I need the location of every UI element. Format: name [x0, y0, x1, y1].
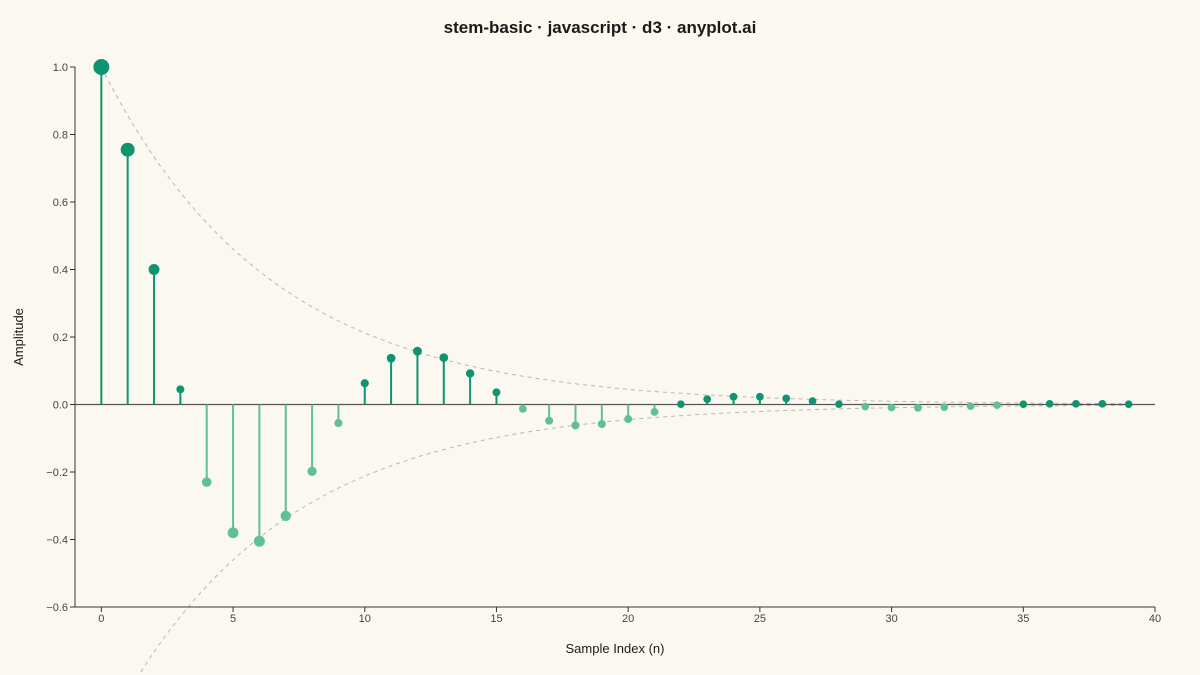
stem-marker — [201, 477, 212, 487]
stem-marker — [729, 392, 738, 401]
stem-marker — [703, 395, 712, 403]
y-tick-label: 0.6 — [53, 197, 68, 209]
upper-envelope — [100, 66, 1129, 405]
stem-marker — [307, 466, 317, 476]
stem-marker — [914, 404, 922, 412]
stem-marker — [1124, 400, 1133, 408]
stem-marker — [148, 264, 160, 275]
stem-marker — [1072, 400, 1080, 408]
stem-marker — [280, 510, 291, 522]
stem-marker — [120, 142, 135, 157]
stem-marker — [492, 388, 501, 397]
stem-marker — [545, 416, 554, 425]
envelope-layer — [100, 66, 1129, 673]
stem-marker — [227, 527, 239, 539]
y-tick-label: 0.8 — [53, 130, 68, 142]
stem-marker — [597, 420, 606, 429]
stem-marker — [677, 400, 685, 408]
chart-title: stem-basic · javascript · d3 · anyplot.a… — [444, 18, 757, 37]
axes-layer: 1.0 0.8 0.6 0.4 0.2 0.0 −0.2 −0.4 −0.6 0 5 10 15 20 25… — [46, 62, 1161, 625]
x-axis-label: Sample Index (n) — [566, 641, 665, 656]
stem-marker — [624, 415, 633, 423]
stem-marker — [808, 397, 817, 405]
stem-marker — [1019, 400, 1028, 408]
stem-marker — [571, 421, 580, 430]
y-tick-label: 0.0 — [53, 400, 68, 412]
y-tick-label: −0.6 — [46, 602, 68, 614]
x-tick-label: 20 — [622, 613, 634, 625]
stem-marker — [176, 385, 185, 394]
stem-marker — [1045, 400, 1054, 408]
stem-marker — [439, 353, 449, 362]
lower-envelope — [140, 404, 1129, 673]
x-tick-label: 10 — [359, 613, 371, 625]
x-tick-label: 15 — [490, 613, 502, 625]
x-tick-label: 30 — [885, 613, 897, 625]
stem-marker — [518, 405, 527, 413]
stem-marker — [966, 402, 975, 411]
stem-marker — [940, 403, 949, 412]
stem-marker — [782, 394, 791, 403]
y-tick-label: 0.2 — [53, 332, 68, 344]
stem-marker — [253, 535, 265, 547]
y-tick-label: −0.4 — [46, 535, 68, 547]
x-tick-label: 0 — [98, 613, 104, 625]
stem-marker — [360, 379, 369, 388]
x-tick-label: 5 — [230, 613, 236, 625]
stem-marker — [835, 400, 843, 408]
stem-marker — [465, 369, 475, 378]
x-tick-label: 25 — [754, 613, 766, 625]
stem-marker — [755, 392, 764, 401]
stem-marker — [650, 408, 659, 416]
x-tick-label: 40 — [1149, 613, 1161, 625]
stem-marker — [1098, 400, 1107, 408]
stems-layer — [93, 59, 1133, 547]
y-tick-label: 0.4 — [53, 265, 68, 277]
stem-marker — [993, 401, 1001, 409]
stem-marker — [412, 346, 422, 356]
stem-marker — [334, 419, 343, 428]
y-tick-label: −0.2 — [46, 467, 68, 479]
stem-marker — [386, 353, 396, 363]
y-axis-label: Amplitude — [11, 308, 26, 366]
x-tick-label: 35 — [1017, 613, 1029, 625]
stem-marker — [861, 402, 870, 411]
stem-marker — [887, 403, 896, 412]
y-tick-label: 1.0 — [53, 62, 68, 74]
stem-marker — [93, 59, 110, 75]
